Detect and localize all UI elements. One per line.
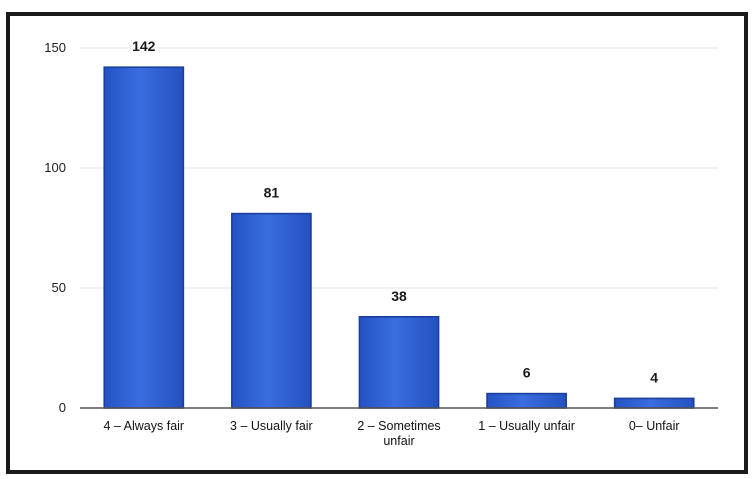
data-labels: 142 81 38 6 4: [132, 38, 658, 385]
data-label-0: 142: [132, 38, 156, 54]
bar-3: [486, 392, 567, 409]
category-label-1: 3 – Usually fair: [230, 419, 313, 433]
bar-0: [103, 66, 185, 409]
gridlines: [80, 47, 718, 289]
category-label-0: 4 – Always fair: [104, 419, 185, 433]
y-tick-label-2: 100: [44, 160, 66, 175]
y-tick-label-1: 50: [52, 280, 66, 295]
bar-2: [358, 315, 440, 409]
data-label-4: 4: [650, 369, 658, 385]
category-label-3: 1 – Usually unfair: [478, 419, 575, 433]
bar-4: [613, 397, 695, 409]
category-label-4: 0– Unfair: [629, 419, 680, 433]
y-tick-label-0: 0: [59, 400, 66, 415]
y-tick-label-3: 150: [44, 40, 66, 55]
bars: [103, 66, 695, 409]
data-label-3: 6: [523, 365, 531, 381]
category-labels: 4 – Always fair 3 – Usually fair 2 – Somet…: [104, 419, 680, 448]
y-axis-ticks: 0 50 100 150: [44, 40, 66, 415]
data-label-2: 38: [391, 288, 407, 304]
bar-1: [231, 212, 312, 409]
category-label-2: 2 – Sometimes unfair: [357, 419, 440, 448]
data-label-1: 81: [264, 185, 280, 201]
